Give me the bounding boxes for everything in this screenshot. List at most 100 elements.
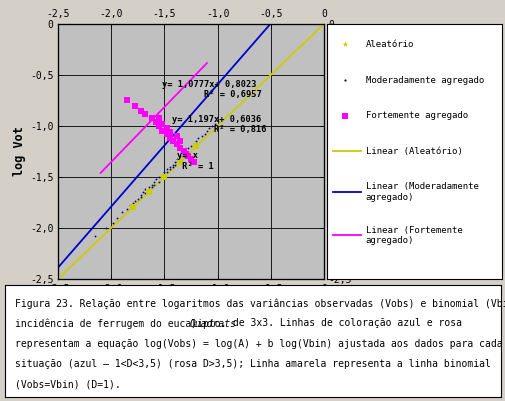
Point: [160, 174, 168, 180]
Text: y= 1,197x+ 0,6036
        R² = 0,816: y= 1,197x+ 0,6036 R² = 0,816: [172, 115, 266, 134]
Point: [147, 115, 156, 121]
Text: Moderadamente agregado: Moderadamente agregado: [365, 75, 483, 85]
Point: [176, 145, 184, 152]
Point: [149, 179, 158, 185]
Point: [200, 131, 209, 137]
Text: Figura 23. Relação entre logaritmos das variâncias observadas (Vobs) e binomial : Figura 23. Relação entre logaritmos das …: [15, 298, 505, 309]
Point: [171, 162, 179, 168]
Point: [118, 209, 126, 216]
Point: [144, 187, 153, 193]
Point: [173, 155, 181, 162]
Point: [192, 138, 200, 144]
Point: [181, 151, 189, 158]
Point: [181, 151, 189, 158]
Point: [166, 166, 174, 172]
Text: (Vobs=Vbin) (D=1).: (Vobs=Vbin) (D=1).: [15, 379, 121, 389]
Point: [171, 158, 179, 165]
Point: [176, 158, 184, 165]
Point: [169, 162, 177, 168]
Point: [162, 166, 170, 172]
Point: [176, 155, 184, 162]
Point: [130, 198, 138, 205]
Point: [155, 174, 163, 180]
Point: [179, 151, 187, 158]
Point: [176, 153, 184, 160]
Text: situação (azul – 1<D<3,5) (rosa D>3,5); Linha amarela representa a linha binomia: situação (azul – 1<D<3,5) (rosa D>3,5); …: [15, 359, 490, 369]
Point: [160, 172, 168, 178]
Point: [169, 164, 177, 170]
Point: [155, 179, 163, 185]
Point: [179, 148, 187, 155]
Point: [169, 138, 177, 144]
Point: [173, 133, 181, 139]
Point: [123, 97, 131, 104]
Text: Aleatório: Aleatório: [365, 40, 414, 49]
Text: Linear (Aleatório): Linear (Aleatório): [365, 147, 462, 156]
Point: [166, 129, 174, 135]
Point: [162, 168, 170, 175]
Point: [190, 141, 198, 148]
Point: [162, 131, 170, 137]
Point: [123, 206, 131, 213]
Point: [113, 215, 121, 221]
Point: [109, 219, 117, 226]
Point: [144, 184, 153, 190]
Point: [126, 202, 134, 209]
Point: [155, 123, 163, 129]
Point: [128, 204, 136, 211]
Point: [181, 148, 189, 155]
Point: [179, 153, 187, 160]
Point: [187, 143, 195, 150]
Point: [173, 158, 181, 165]
Point: [213, 117, 221, 124]
Point: [203, 128, 211, 134]
Point: [130, 102, 138, 109]
Point: [158, 174, 166, 180]
Point: [158, 172, 166, 178]
Point: [162, 125, 170, 131]
Point: [137, 194, 145, 200]
Point: [190, 158, 198, 165]
Point: [205, 125, 213, 131]
Point: [144, 189, 153, 195]
Point: [137, 192, 145, 198]
Point: [187, 155, 195, 162]
Point: [340, 41, 348, 48]
Point: [194, 135, 202, 141]
Text: Linear (Fortemente
agregado): Linear (Fortemente agregado): [365, 226, 462, 245]
Point: [149, 182, 158, 188]
Point: [158, 121, 166, 127]
Point: [158, 128, 166, 134]
Text: Linear (Moderadamente
agregado): Linear (Moderadamente agregado): [365, 182, 478, 202]
Point: [139, 189, 147, 195]
Point: [141, 190, 149, 196]
Point: [133, 196, 141, 203]
Point: [155, 115, 163, 121]
X-axis label: log Vbin: log Vbin: [162, 298, 219, 311]
Point: [197, 133, 205, 139]
Point: [137, 107, 145, 114]
Point: [183, 145, 191, 152]
Point: [166, 135, 174, 141]
Text: Fortemente agregado: Fortemente agregado: [365, 111, 467, 120]
Point: [160, 168, 168, 175]
Text: representam a equação log(Vobs) = log(A) + b log(Vbin) ajustada aos dados para c: representam a equação log(Vobs) = log(A)…: [15, 338, 501, 348]
Point: [102, 225, 110, 231]
Text: Quadrats: Quadrats: [189, 318, 236, 328]
Point: [152, 119, 160, 125]
Point: [340, 113, 348, 119]
Point: [208, 123, 216, 129]
Point: [166, 164, 174, 170]
Point: [147, 182, 156, 188]
Y-axis label: log Vot: log Vot: [13, 126, 26, 176]
Point: [147, 184, 156, 190]
Point: [211, 121, 219, 127]
Point: [141, 111, 149, 117]
Point: [91, 233, 99, 239]
Text: incidência de ferrugem do eucalipto.: incidência de ferrugem do eucalipto.: [15, 318, 232, 329]
Point: [183, 153, 191, 160]
Point: [173, 141, 181, 148]
Text: y= x
 R² = 1: y= x R² = 1: [177, 151, 214, 171]
Point: [176, 138, 184, 144]
Point: [192, 143, 200, 150]
